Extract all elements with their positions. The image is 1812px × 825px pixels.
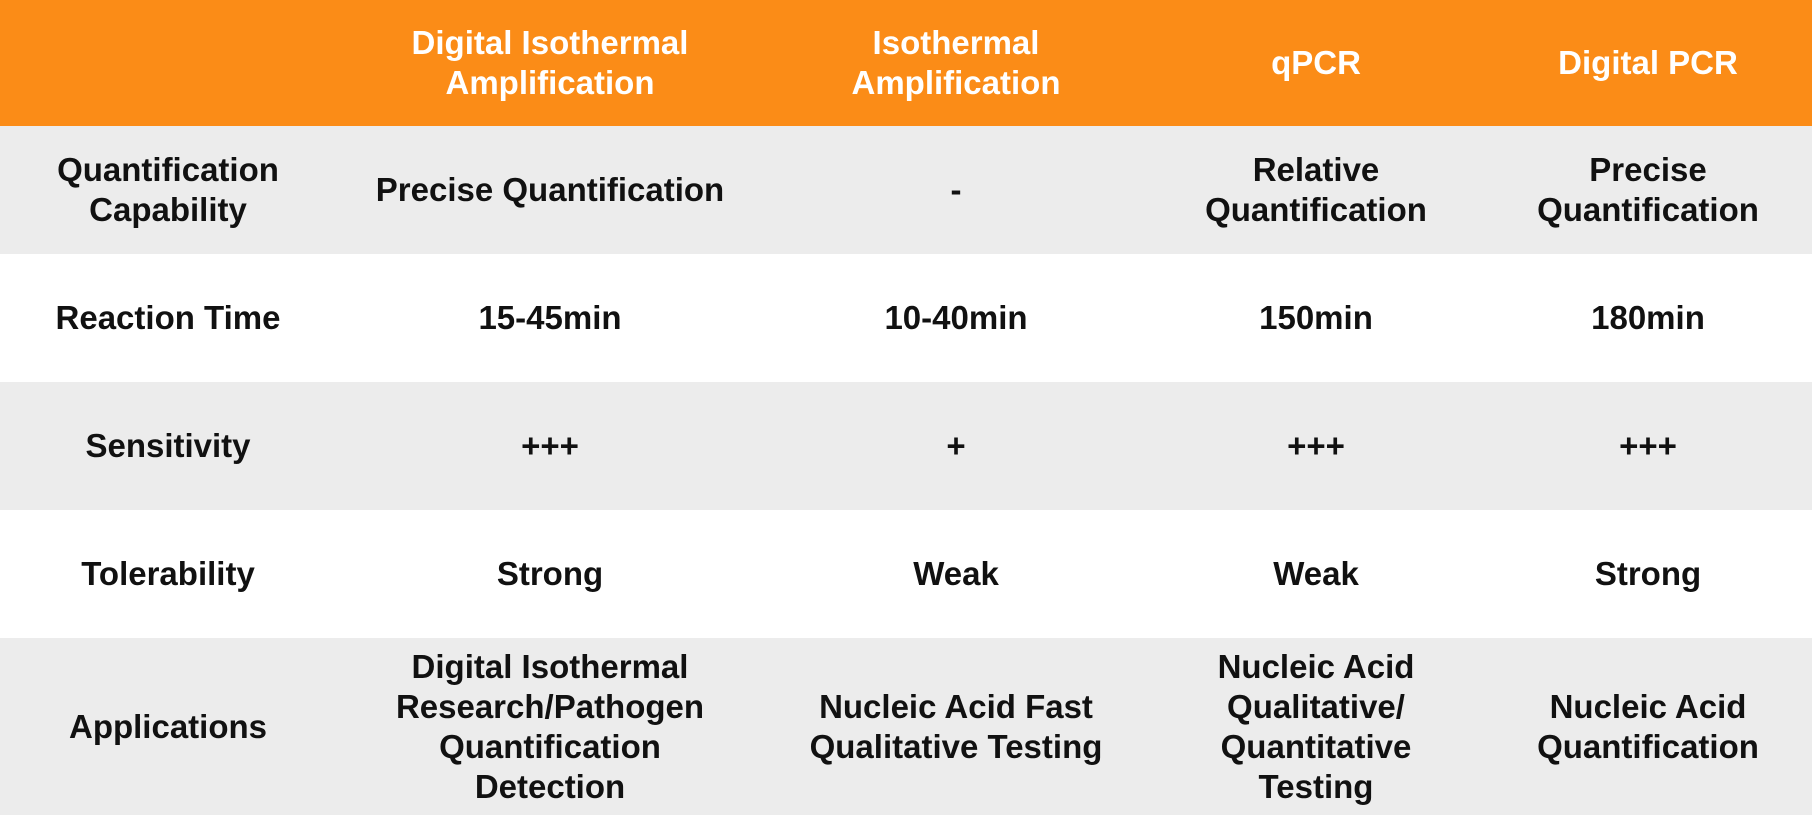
cell-line: Strong [496,555,604,592]
header-digital-pcr: Digital PCR [1484,0,1812,126]
cell-line: Weak [913,555,999,592]
cell-line: Nucleic Acid Fast [819,687,1093,725]
row-label: Quantification Capability [0,126,336,254]
cell-line: Nucleic Acid [1549,687,1747,725]
header-line: qPCR [1271,44,1361,81]
row-label-line: Quantification [57,151,279,188]
cell-line: Qualitative/ [1227,687,1405,725]
table-cell: Strong [1484,510,1812,638]
cell-line: Precise Quantification [375,171,725,208]
cell-line: Weak [1273,555,1359,592]
row-label-line: Capability [89,191,247,228]
table-cell: Nucleic Acid Quantification [1484,638,1812,815]
header-digital-isothermal: Digital Isothermal Amplification [336,0,764,126]
cell-line: 180min [1591,299,1705,336]
header-cell-empty [0,0,336,126]
cell-line: Research/Pathogen [395,687,705,725]
row-label-line: Tolerability [81,555,255,592]
table-cell: Nucleic Acid Qualitative/ Quantitative T… [1148,638,1484,815]
cell-line: Quantification [439,727,661,765]
table-cell: 10-40min [764,254,1148,382]
table-cell: Digital Isothermal Research/Pathogen Qua… [336,638,764,815]
header-qpcr: qPCR [1148,0,1484,126]
table-cell: +++ [1484,382,1812,510]
table-cell: 15-45min [336,254,764,382]
cell-line: Nucleic Acid [1217,647,1415,685]
row-label: Applications [0,638,336,815]
table-cell: 150min [1148,254,1484,382]
cell-line: 150min [1259,299,1373,336]
row-label-line: Reaction Time [55,299,281,336]
table-cell: Nucleic Acid Fast Qualitative Testing [764,638,1148,815]
header-line: Digital PCR [1558,44,1738,81]
header-line: Digital Isothermal [411,24,689,61]
table-cell: Relative Quantification [1148,126,1484,254]
table-cell: Precise Quantification [336,126,764,254]
row-label: Reaction Time [0,254,336,382]
cell-line: Detection [474,767,626,805]
cell-line: +++ [521,427,579,464]
cell-line: + [946,427,966,464]
cell-line: Precise [1589,151,1707,188]
header-isothermal: Isothermal Amplification [764,0,1148,126]
row-label-line: Applications [68,707,268,745]
table-cell: +++ [336,382,764,510]
table-cell: - [764,126,1148,254]
cell-line: Digital Isothermal [411,647,689,685]
cell-line: Quantification [1537,191,1759,228]
table-cell: Precise Quantification [1484,126,1812,254]
cell-line: +++ [1287,427,1345,464]
cell-line: Strong [1594,555,1702,592]
cell-line: Relative [1252,151,1380,188]
table-cell: Weak [764,510,1148,638]
table-cell: +++ [1148,382,1484,510]
row-label: Tolerability [0,510,336,638]
cell-line: Qualitative Testing [809,727,1103,765]
cell-line: +++ [1619,427,1677,464]
cell-line: 10-40min [884,299,1028,336]
cell-line: Quantification [1537,727,1759,765]
header-line: Isothermal [872,24,1040,61]
cell-line: Testing [1258,767,1374,805]
header-line: Amplification [851,64,1061,101]
header-line: Amplification [445,64,655,101]
cell-line: - [950,171,962,208]
cell-line: 15-45min [478,299,622,336]
row-label-line: Sensitivity [85,427,251,464]
cell-line: Quantitative [1220,727,1412,765]
table-cell: + [764,382,1148,510]
table-cell: 180min [1484,254,1812,382]
cell-line: Quantification [1205,191,1427,228]
table-cell: Weak [1148,510,1484,638]
table-cell: Strong [336,510,764,638]
row-label: Sensitivity [0,382,336,510]
